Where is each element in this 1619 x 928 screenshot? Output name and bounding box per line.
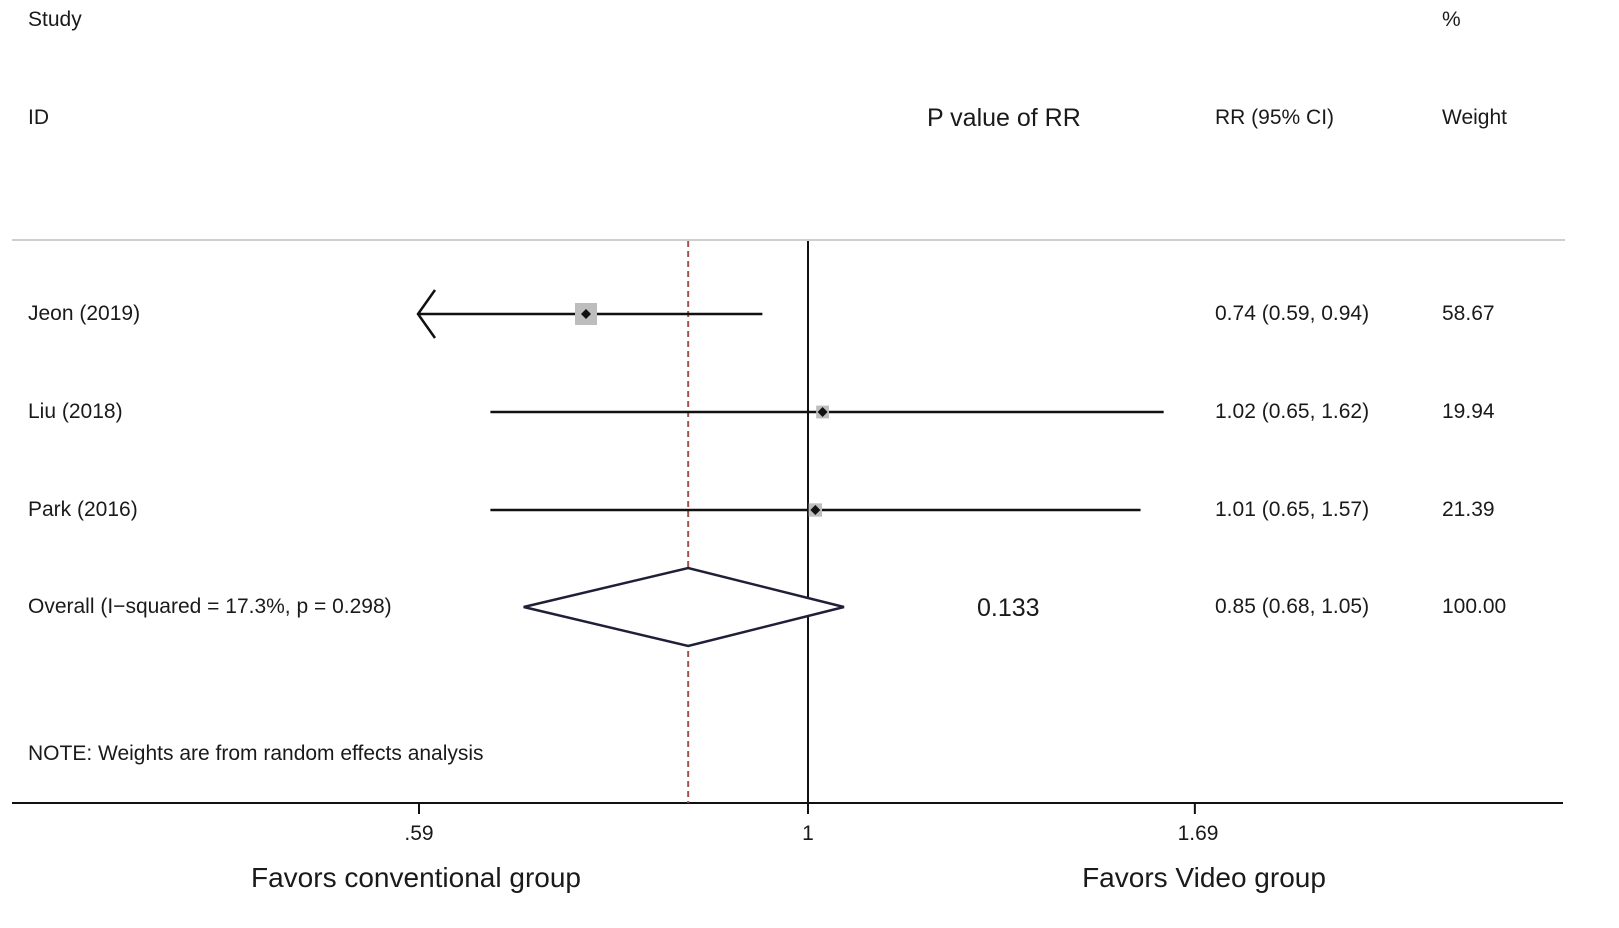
weight-header: Weight: [1442, 106, 1507, 129]
study-label-liu: Liu (2018): [28, 400, 123, 423]
weight-value-liu: 19.94: [1442, 400, 1495, 423]
weight-value-park: 21.39: [1442, 498, 1495, 521]
x-axis-ticks: [418, 803, 1196, 814]
overall-diamond: [523, 566, 845, 648]
favors-video-label: Favors Video group: [1082, 862, 1326, 893]
pvalue-header: P value of RR: [927, 104, 1081, 132]
rr-value-jeon: 0.74 (0.59, 0.94): [1215, 302, 1370, 325]
point-estimate-jeon: [581, 309, 592, 319]
study-label-park: Park (2016): [28, 498, 138, 521]
study-header: Study: [28, 8, 82, 31]
weight-value-overall: 100.00: [1442, 595, 1507, 618]
point-estimate-liu: [817, 407, 828, 417]
rr-value-liu: 1.02 (0.65, 1.62): [1215, 400, 1370, 423]
tick-label-169: 1.69: [1177, 822, 1219, 845]
overall-p-value: 0.133: [977, 594, 1040, 622]
weights-note: NOTE: Weights are from random effects an…: [28, 742, 484, 765]
point-estimate-park: [810, 505, 821, 515]
study-label-jeon: Jeon (2019): [28, 302, 141, 325]
study-marks: [416, 289, 1164, 648]
ci-clip-arrow-jeon: [416, 289, 437, 339]
id-header: ID: [28, 106, 49, 129]
overall-label: Overall (I−squared = 17.3%, p = 0.298): [28, 595, 392, 618]
rr-value-overall: 0.85 (0.68, 1.05): [1215, 595, 1370, 618]
rr-header: RR (95% CI): [1215, 106, 1335, 129]
tick-label-1: 1: [802, 822, 814, 845]
weight-value-jeon: 58.67: [1442, 302, 1495, 325]
favors-conventional-label: Favors conventional group: [251, 862, 581, 893]
percent-header: %: [1442, 8, 1461, 31]
rr-value-park: 1.01 (0.65, 1.57): [1215, 498, 1370, 521]
tick-label-059: .59: [404, 822, 434, 845]
